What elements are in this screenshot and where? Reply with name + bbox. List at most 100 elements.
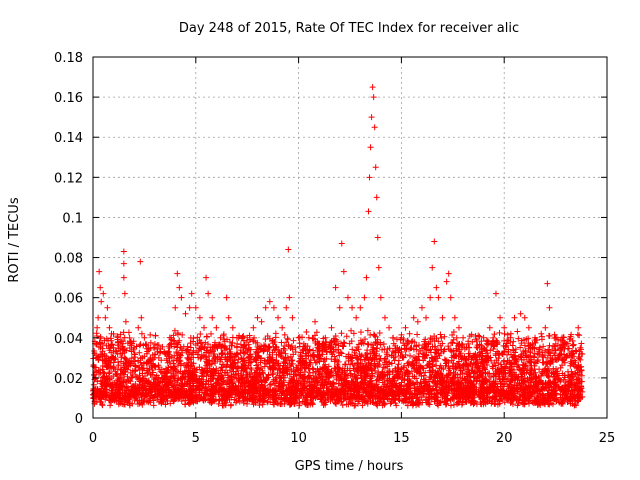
data-point: [401, 363, 408, 370]
data-point: [259, 367, 266, 374]
data-point: [100, 369, 107, 376]
data-point: [373, 401, 380, 408]
data-point: [524, 366, 531, 373]
data-point: [359, 402, 366, 409]
data-point: [220, 336, 227, 343]
data-point: [227, 402, 234, 409]
data-point: [371, 332, 378, 339]
data-point: [132, 354, 139, 361]
data-point: [334, 369, 341, 376]
data-point: [538, 333, 545, 340]
data-point: [559, 362, 566, 369]
data-points: [90, 84, 586, 409]
data-point: [296, 343, 303, 350]
data-point: [504, 375, 511, 382]
data-point: [376, 330, 383, 337]
data-point: [93, 330, 100, 337]
data-point: [450, 401, 457, 408]
data-point: [233, 344, 240, 351]
data-point: [407, 352, 414, 359]
data-point: [462, 357, 469, 364]
data-point: [308, 374, 315, 381]
data-point: [357, 372, 364, 379]
data-point: [401, 377, 408, 384]
data-point: [272, 330, 279, 337]
data-point: [125, 329, 132, 336]
data-point: [174, 344, 181, 351]
data-point: [501, 337, 508, 344]
data-point: [548, 370, 555, 377]
data-point: [517, 344, 524, 351]
data-point: [277, 375, 284, 382]
data-point: [139, 401, 146, 408]
data-point: [488, 357, 495, 364]
data-point: [349, 346, 356, 353]
data-point: [530, 400, 537, 407]
data-point: [171, 327, 178, 334]
data-point: [323, 338, 330, 345]
data-point: [453, 347, 460, 354]
data-point: [99, 402, 106, 409]
data-point: [240, 399, 247, 406]
data-point: [107, 402, 114, 409]
data-point: [352, 402, 359, 409]
data-point: [569, 342, 576, 349]
data-point: [367, 331, 374, 338]
data-point: [437, 398, 444, 405]
data-point: [121, 334, 128, 341]
data-point: [535, 356, 542, 363]
data-point: [114, 333, 121, 340]
data-point: [244, 400, 251, 407]
data-point: [401, 345, 408, 352]
data-point: [391, 357, 398, 364]
data-point: [184, 355, 191, 362]
data-point: [504, 331, 511, 338]
data-point: [578, 340, 585, 347]
data-point: [167, 400, 174, 407]
data-point: [196, 337, 203, 344]
data-point: [411, 381, 418, 388]
chart-title: Day 248 of 2015, Rate Of TEC Index for r…: [179, 21, 519, 36]
data-point: [204, 347, 211, 354]
data-point: [197, 331, 204, 338]
data-point: [540, 354, 547, 361]
data-point: [309, 378, 316, 385]
data-point: [497, 361, 504, 368]
data-point: [417, 363, 424, 370]
data-point: [450, 336, 457, 343]
data-point: [106, 369, 113, 376]
data-point: [433, 387, 440, 394]
data-point: [500, 376, 507, 383]
data-point: [364, 327, 371, 334]
data-point: [91, 347, 98, 354]
data-point: [380, 341, 387, 348]
data-point: [546, 342, 553, 349]
data-point: [266, 360, 273, 366]
data-point: [281, 331, 288, 338]
data-point: [175, 362, 182, 369]
data-point: [437, 342, 444, 349]
data-point: [496, 329, 503, 336]
data-point: [285, 357, 292, 364]
data-point: [473, 344, 480, 351]
data-point: [303, 328, 310, 335]
data-point: [492, 362, 499, 369]
data-point: [341, 361, 348, 368]
data-point: [433, 362, 440, 369]
data-point: [546, 333, 553, 340]
data-point: [404, 368, 411, 375]
data-point: [380, 364, 387, 371]
data-point: [441, 333, 448, 340]
data-point: [493, 357, 500, 364]
data-point: [507, 330, 514, 337]
data-point: [99, 401, 106, 408]
data-point: [256, 402, 263, 409]
data-point: [113, 371, 120, 378]
data-point: [551, 343, 558, 350]
data-point: [288, 357, 295, 364]
data-point: [429, 343, 436, 350]
data-point: [138, 330, 145, 337]
data-point: [236, 398, 243, 405]
data-point: [568, 360, 575, 367]
data-point: [414, 331, 421, 338]
